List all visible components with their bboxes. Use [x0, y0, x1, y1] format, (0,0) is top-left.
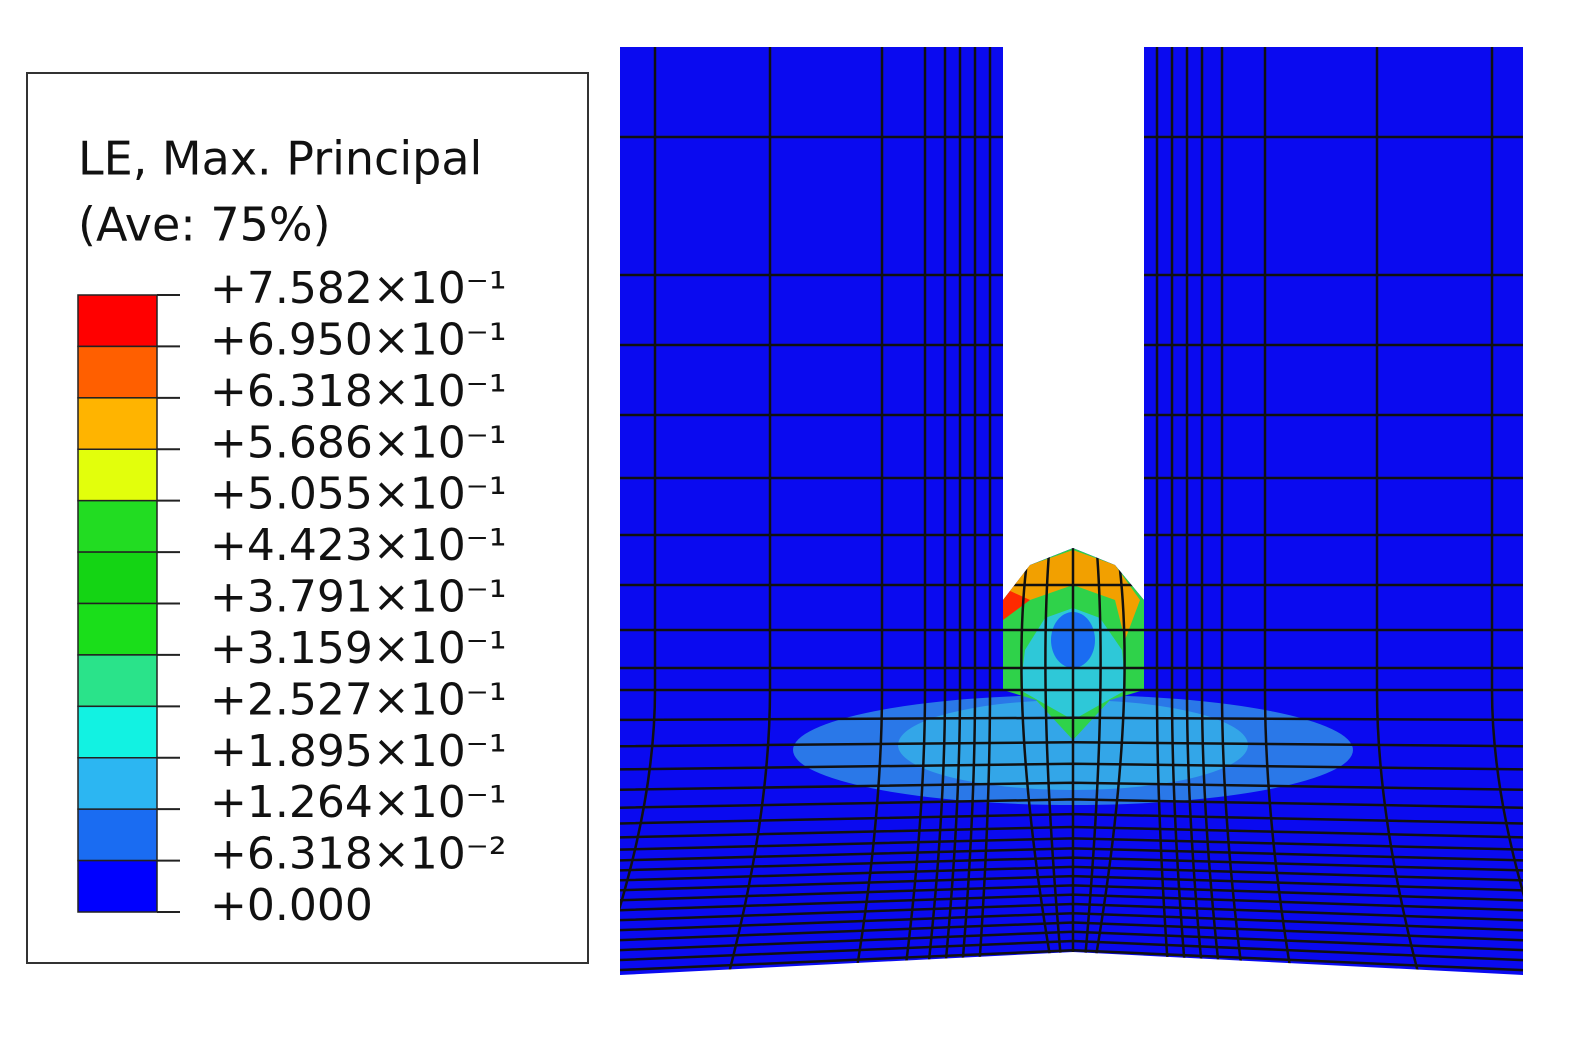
legend-level-label: +7.582×10⁻¹ [210, 263, 507, 314]
mesh-line [1020, 539, 1058, 975]
mesh-line [976, 47, 992, 975]
legend-level-label: +1.264×10⁻¹ [210, 777, 507, 828]
mesh-line [1044, 539, 1066, 975]
legend-level-label: +4.423×10⁻¹ [210, 520, 507, 571]
color-band [77, 448, 158, 502]
color-band [77, 345, 158, 399]
mesh-line [1375, 47, 1424, 975]
legend-level-label: +2.527×10⁻¹ [210, 674, 507, 725]
color-band [77, 757, 158, 810]
color-band [77, 551, 158, 605]
legend-subtitle: (Ave: 75%) [78, 198, 331, 252]
mesh-line [959, 47, 977, 975]
color-band [77, 705, 158, 759]
mesh-line [1200, 47, 1223, 975]
mesh-line [1220, 47, 1246, 975]
legend-title: LE, Max. Principal [78, 132, 482, 186]
mesh-line [852, 47, 884, 975]
mesh-line [924, 47, 947, 975]
mesh-line [901, 47, 927, 975]
mesh-lines [620, 47, 1523, 975]
mesh-line [620, 47, 657, 975]
legend-level-label: +6.318×10⁻² [210, 829, 507, 880]
mesh-line [723, 47, 772, 975]
mesh-line [1080, 539, 1102, 975]
color-band [77, 859, 158, 913]
mesh-line [1155, 47, 1171, 975]
legend-level-label: +5.686×10⁻¹ [210, 417, 507, 468]
slot [1004, 40, 1143, 548]
color-bar: +7.582×10⁻¹+6.950×10⁻¹+6.318×10⁻¹+5.686×… [77, 263, 507, 931]
color-band [77, 397, 158, 451]
mesh-line [941, 47, 962, 975]
mesh-line [1170, 47, 1189, 975]
color-band [77, 294, 158, 348]
legend-level-label: +3.791×10⁻¹ [210, 572, 507, 623]
color-band [77, 499, 158, 553]
mesh-line [1490, 47, 1523, 975]
legend-level-label: +6.950×10⁻¹ [210, 314, 507, 365]
legend-level-label: +6.318×10⁻¹ [210, 366, 507, 417]
mesh-line [1185, 47, 1206, 975]
bump-warm [1008, 550, 1140, 640]
color-band [77, 654, 158, 708]
legend-level-label: +3.159×10⁻¹ [210, 623, 507, 674]
mesh-line [1088, 539, 1126, 975]
color-band [77, 808, 158, 862]
mesh-line [1263, 47, 1296, 975]
legend-level-label: +1.895×10⁻¹ [210, 726, 507, 777]
legend-level-label: +5.055×10⁻¹ [210, 469, 507, 520]
color-band [77, 602, 158, 656]
legend-level-label: +0.000 [210, 880, 373, 931]
